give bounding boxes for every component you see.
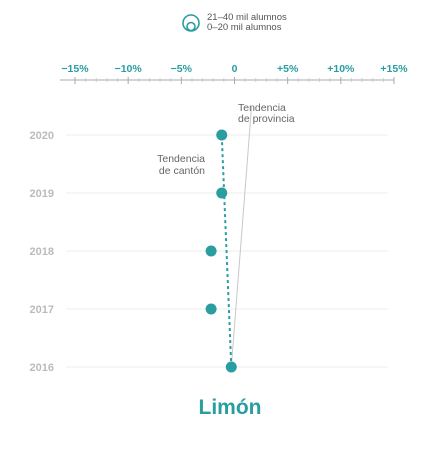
- bubble-size-legend-icon: [182, 14, 200, 32]
- data-point: [205, 303, 217, 315]
- canton-trend-label: Tendencia: [157, 153, 205, 165]
- year-label: 2016: [30, 362, 54, 374]
- province-trend-line: [230, 106, 253, 368]
- x-tick-label: −5%: [171, 63, 193, 75]
- legend-item-large: 21–40 mil alumnos: [207, 12, 287, 23]
- x-tick-label: −15%: [61, 63, 89, 75]
- data-point: [216, 129, 228, 141]
- data-point: [216, 187, 228, 199]
- data-point: [205, 245, 217, 257]
- year-label: 2020: [30, 130, 54, 142]
- chart-title: Limón: [198, 396, 262, 419]
- province-trend-label: de provincia: [238, 113, 295, 125]
- year-label: 2017: [30, 304, 54, 316]
- legend: 21–40 mil alumnos 0–20 mil alumnos: [180, 12, 287, 34]
- data-point: [225, 361, 237, 373]
- year-label: 2018: [30, 246, 54, 258]
- x-tick-label: +10%: [327, 63, 355, 75]
- x-tick-label: +15%: [380, 63, 408, 75]
- canton-trend-line: [220, 134, 233, 368]
- legend-labels: 21–40 mil alumnos 0–20 mil alumnos: [207, 13, 287, 33]
- canton-trend-label: de cantón: [159, 165, 205, 177]
- x-tick-label: +5%: [277, 63, 299, 75]
- x-tick-label: 0: [232, 63, 238, 75]
- legend-item-small: 0–20 mil alumnos: [207, 22, 282, 33]
- x-tick-label: −10%: [115, 63, 143, 75]
- province-trend-label: Tendencia: [238, 102, 286, 114]
- year-label: 2019: [30, 188, 54, 200]
